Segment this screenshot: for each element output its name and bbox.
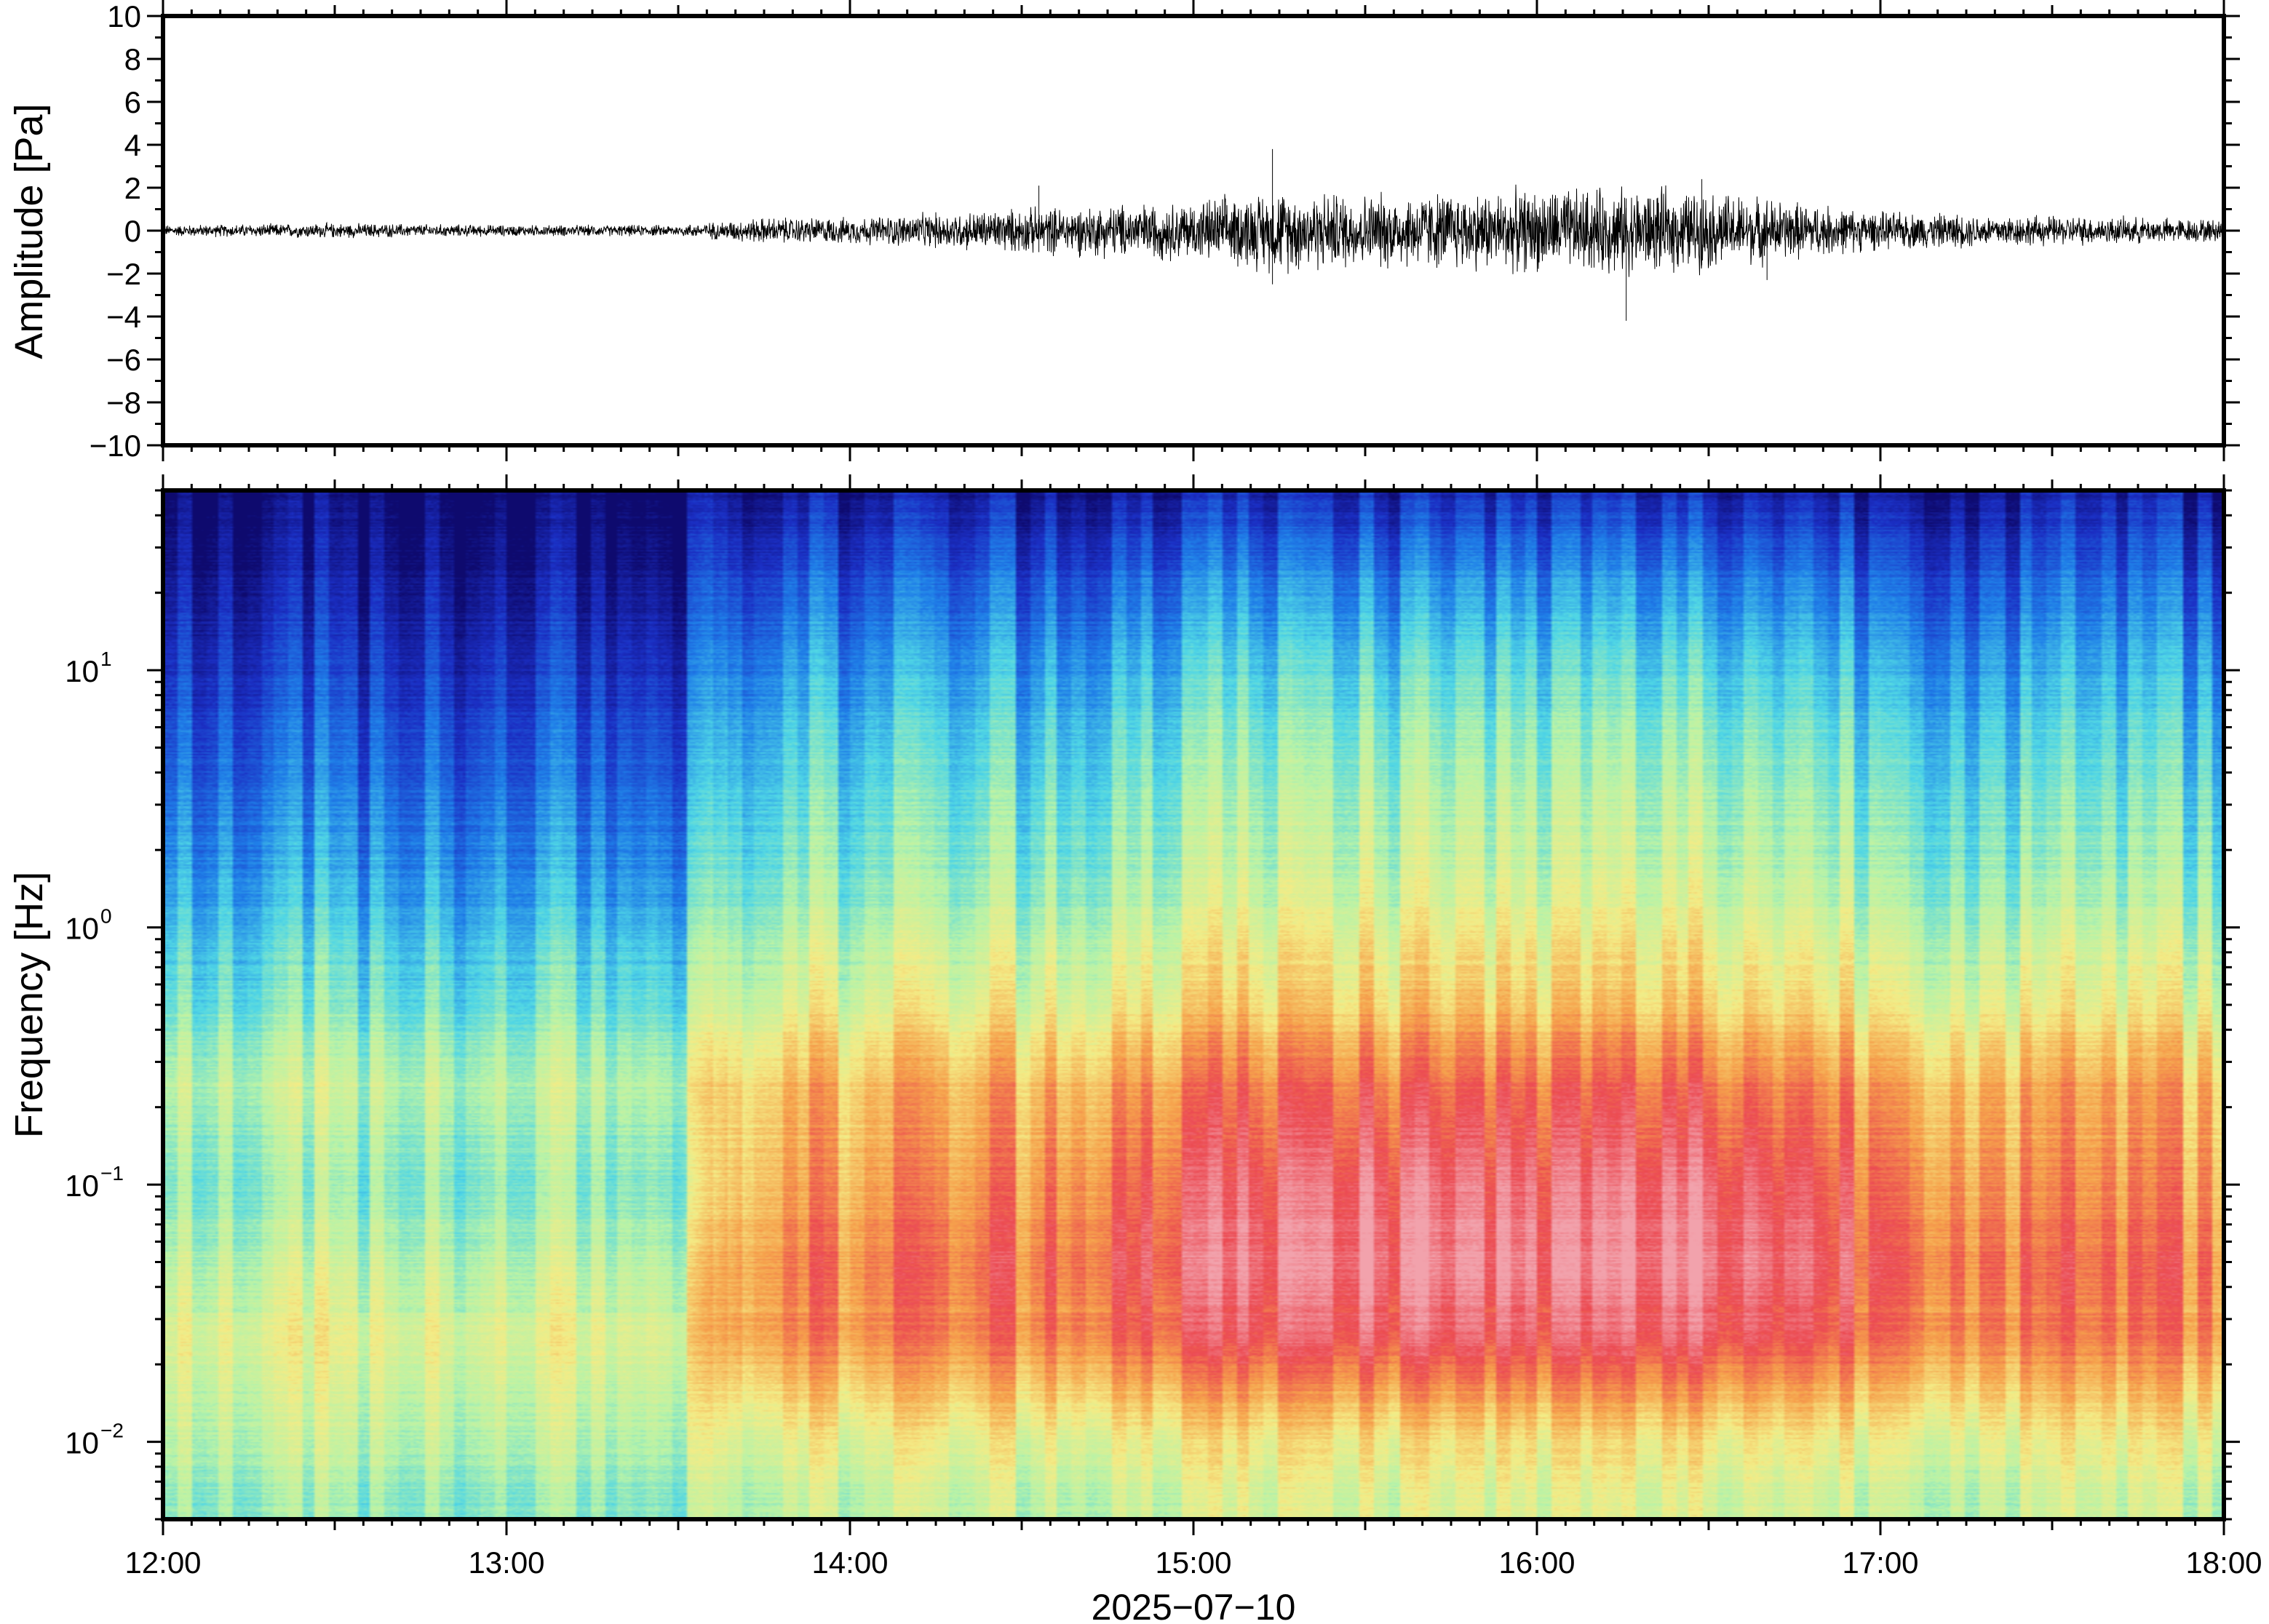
spectrogram-frame: [161, 488, 2226, 1521]
amplitude-tick-label: −10: [90, 429, 141, 463]
amplitude-tick-label: 2: [124, 171, 141, 205]
date-label: 2025−07−10: [1092, 1587, 1296, 1624]
amplitude-tick-label: 10: [107, 0, 141, 33]
frequency-tick-base: 10: [65, 1169, 99, 1203]
frequency-axis-label: Frequency [Hz]: [7, 872, 51, 1138]
amplitude-tick-label: −6: [106, 343, 141, 377]
amplitude-tick-label: −4: [106, 300, 141, 334]
time-tick-label: 18:00: [2185, 1545, 2262, 1580]
frequency-tick-exp: 1: [100, 648, 112, 670]
amplitude-tick-label: 0: [124, 214, 141, 248]
frequency-tick-base: 10: [65, 912, 99, 946]
frequency-tick-exp: 0: [100, 905, 112, 928]
time-tick-label: 15:00: [1155, 1545, 1231, 1580]
waveform-trace: [162, 148, 2225, 321]
time-tick-label: 17:00: [1842, 1545, 1918, 1580]
amplitude-tick-label: 4: [124, 128, 141, 162]
waveform-frame: [161, 14, 2226, 447]
waveform-line: [162, 148, 2225, 321]
time-tick-label: 14:00: [811, 1545, 888, 1580]
frequency-tick-base: 10: [65, 1426, 99, 1460]
amplitude-tick-label: −2: [106, 257, 141, 291]
amplitude-tick-label: 8: [124, 42, 141, 76]
spectrogram-heatmap: [163, 490, 2224, 1519]
amplitude-axis-label: Amplitude [Pa]: [7, 103, 51, 359]
frequency-tick-base: 10: [65, 654, 99, 688]
frequency-tick-exp: −2: [100, 1420, 124, 1442]
frequency-tick-exp: −1: [100, 1162, 124, 1185]
time-tick-label: 12:00: [124, 1545, 201, 1580]
time-tick-label: 16:00: [1498, 1545, 1575, 1580]
amplitude-tick-label: 6: [124, 85, 141, 119]
time-tick-label: 13:00: [468, 1545, 544, 1580]
amplitude-tick-label: −8: [106, 386, 141, 420]
